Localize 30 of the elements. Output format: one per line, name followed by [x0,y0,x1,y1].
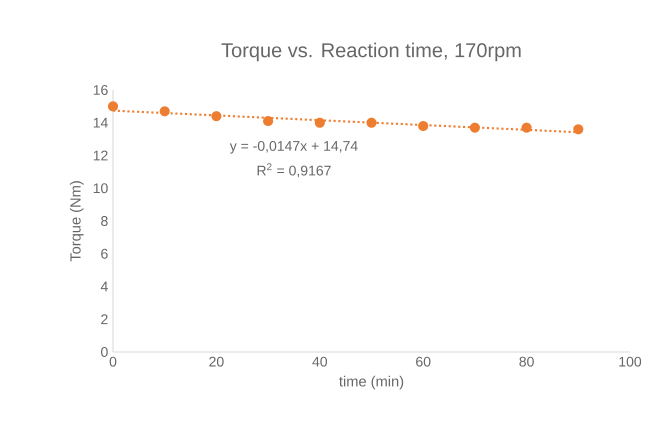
x-tick-label: 100 [619,356,642,367]
point [160,106,170,116]
point [573,124,584,134]
y-tick-label: 4 [100,282,108,292]
point [108,101,118,112]
x-tick-label: 40 [312,356,328,367]
point [418,120,428,132]
x-tick-label: 0 [110,356,116,367]
y-tick-label: 16 [94,85,108,95]
x-tick-label: 20 [209,356,224,367]
point [263,116,274,126]
x-axis-title: time (min) [339,376,404,390]
y-tick-label: 0 [101,347,108,357]
point [470,122,480,133]
y-tick-label: 6 [101,248,108,259]
annotation: R$^{2}$ = 0,9167 [258,163,331,178]
y-axis-title: Torque (Nm) [70,181,84,262]
point [522,122,532,133]
chart-title: Torque vs. Reaction time, 170rpm [222,42,521,62]
point [314,118,325,128]
point [366,118,377,128]
annotation: y = -0,0147x + 14,74 [230,140,358,154]
y-tick-label: 14 [94,118,108,128]
y-tick-label: 2 [101,314,108,324]
x-tick-label: 80 [519,356,534,367]
point [211,111,222,122]
x-tick-label: 60 [416,356,430,367]
y-tick-label: 8 [101,216,108,226]
y-tick-label: 12 [94,150,108,160]
y-tick-label: 10 [94,183,108,194]
